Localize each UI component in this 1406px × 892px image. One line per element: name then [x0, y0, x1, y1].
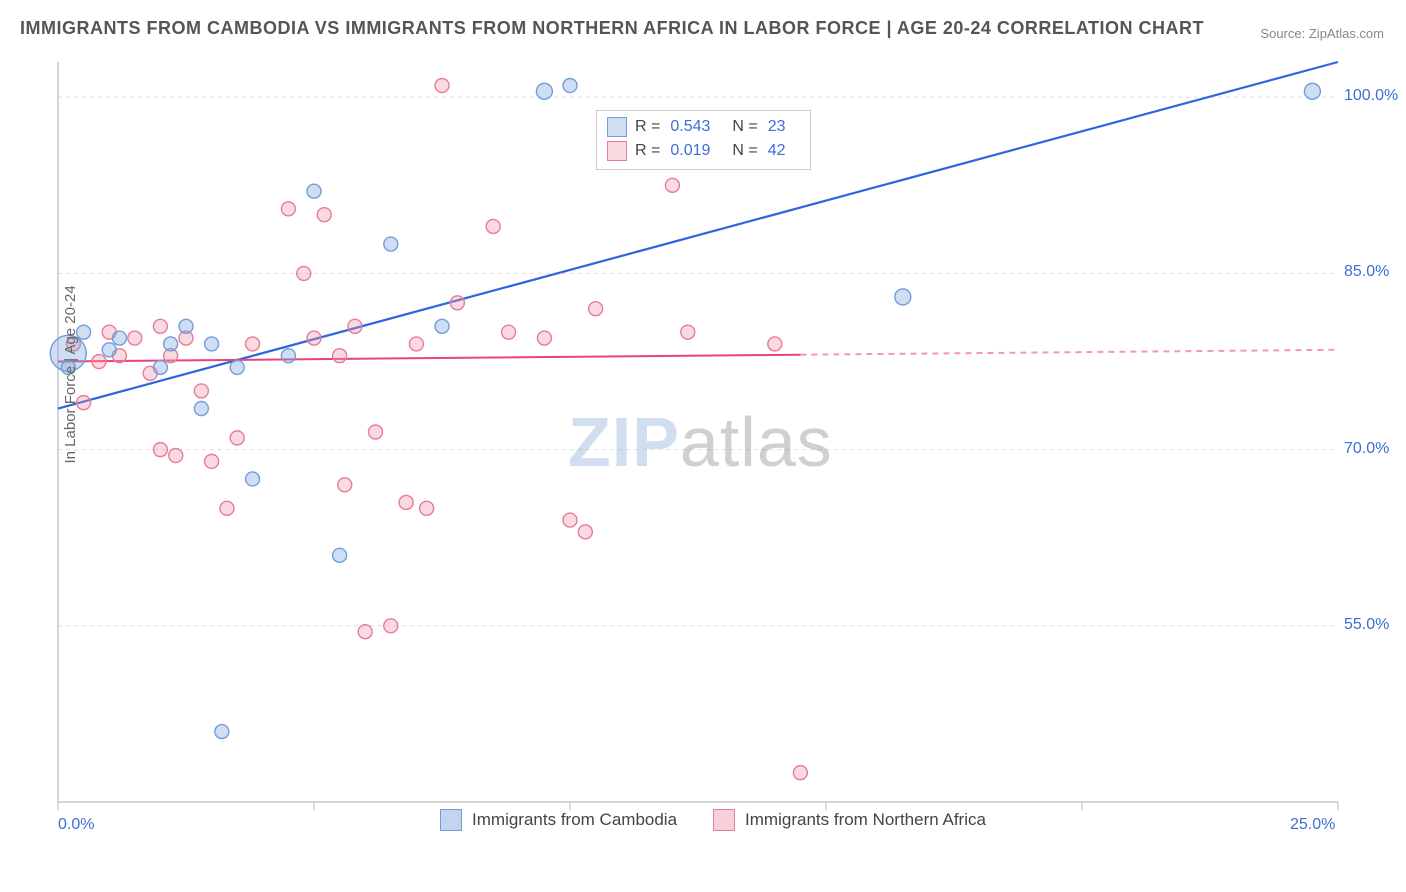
source-attribution: Source: ZipAtlas.com: [1260, 26, 1384, 41]
correlation-scatter: [48, 52, 1378, 842]
page-title: IMMIGRANTS FROM CAMBODIA VS IMMIGRANTS F…: [20, 18, 1204, 39]
y-tick-label: 85.0%: [1344, 263, 1389, 281]
legend-stat-row: R = 0.543N = 23: [607, 115, 800, 139]
legend-item: Immigrants from Northern Africa: [713, 809, 986, 831]
legend-stats: R = 0.543N = 23R = 0.019N = 42: [596, 110, 811, 170]
chart-container: In Labor Force | Age 20-24 ZIPatlas R = …: [48, 52, 1378, 842]
legend-stat-row: R = 0.019N = 42: [607, 139, 800, 163]
legend-swatch: [440, 809, 462, 831]
legend-item: Immigrants from Cambodia: [440, 809, 677, 831]
legend-swatch: [713, 809, 735, 831]
legend-swatch: [607, 117, 627, 137]
y-tick-label: 70.0%: [1344, 440, 1389, 458]
x-tick-label: 25.0%: [1290, 816, 1335, 834]
legend-label: Immigrants from Cambodia: [472, 810, 677, 830]
legend-series: Immigrants from Cambodia Immigrants from …: [48, 809, 1378, 836]
x-tick-label: 0.0%: [58, 816, 94, 834]
y-tick-label: 100.0%: [1344, 87, 1398, 105]
legend-label: Immigrants from Northern Africa: [745, 810, 986, 830]
y-tick-label: 55.0%: [1344, 616, 1389, 634]
legend-swatch: [607, 141, 627, 161]
y-axis-label: In Labor Force | Age 20-24: [62, 285, 79, 463]
